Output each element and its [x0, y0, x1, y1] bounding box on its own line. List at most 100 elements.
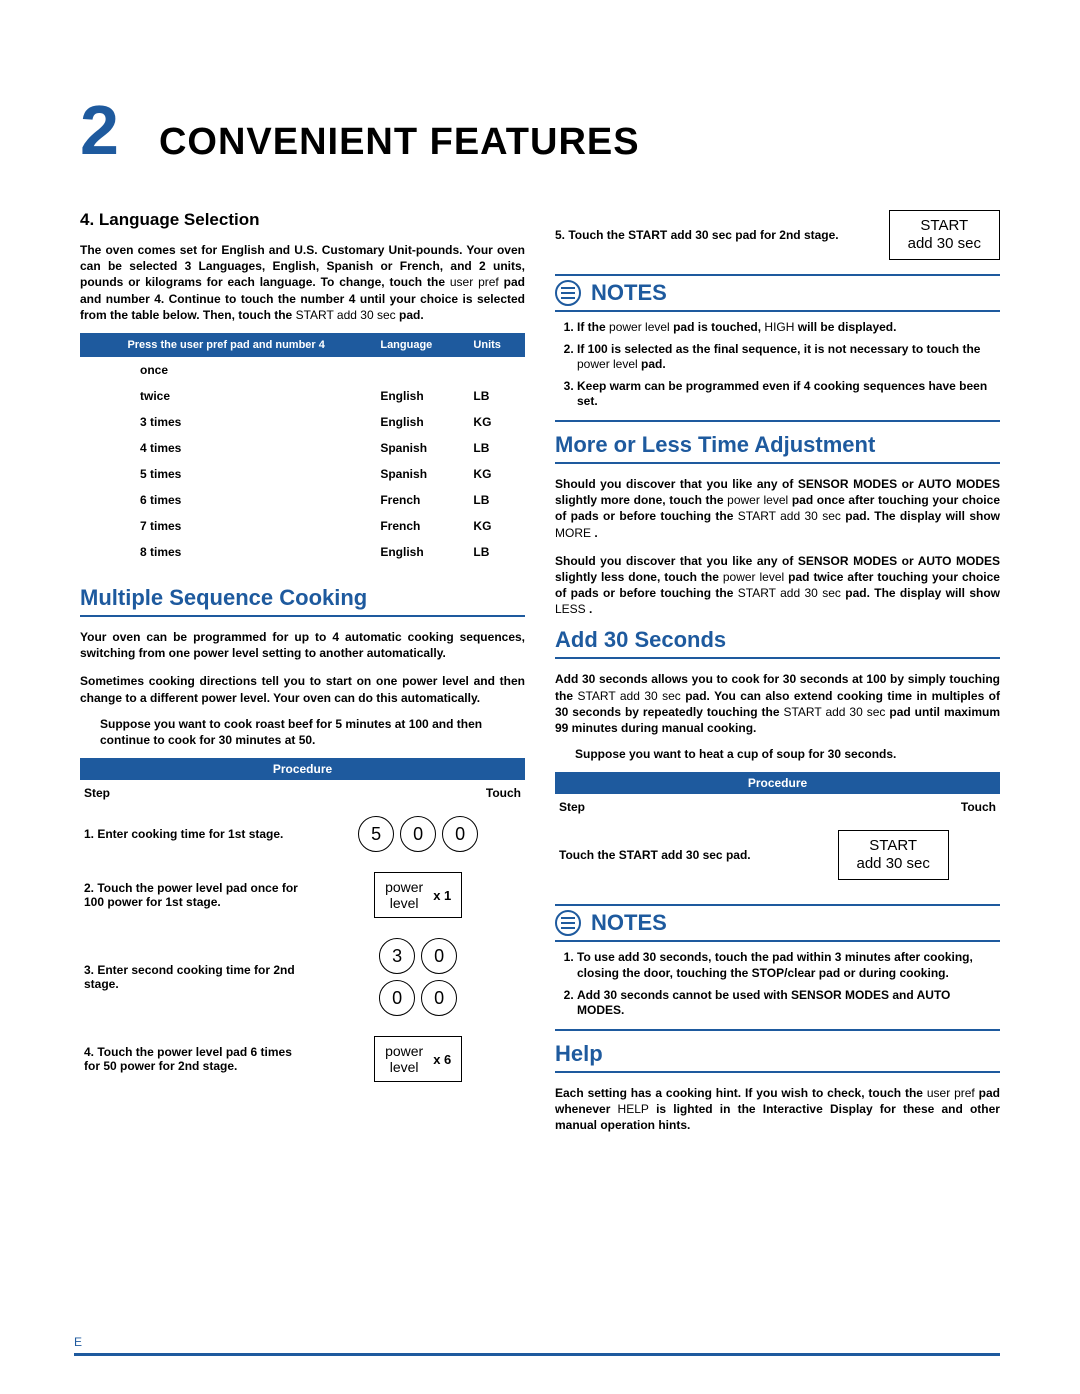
start-pad-label: START add 30 sec — [296, 308, 396, 322]
left-column: 4. Language Selection The oven comes set… — [80, 210, 525, 1143]
add30-paragraph: Add 30 seconds allows you to cook for 30… — [555, 671, 1000, 736]
language-selection-heading: 4. Language Selection — [80, 210, 525, 230]
language-table: Press the user pref pad and number 4 Lan… — [80, 333, 525, 565]
text: . — [594, 526, 597, 540]
start-pad: START add 30 sec — [889, 210, 1000, 260]
text: will be displayed. — [798, 320, 897, 334]
text: pad is touched, — [673, 320, 761, 334]
add30-step-button: START add 30 sec — [786, 820, 1000, 890]
text: pad. The display will show — [845, 509, 1000, 523]
cell-lang: Spanish — [372, 435, 465, 461]
text: Touch the — [559, 848, 615, 862]
cell-times: 6 times — [80, 487, 372, 513]
power-level-label: power level — [577, 357, 638, 371]
touch-label: Touch — [786, 794, 1000, 820]
more-label: MORE — [555, 526, 591, 540]
press-count: x 6 — [433, 1052, 451, 1067]
text: pad for 2nd stage. — [735, 228, 838, 242]
text: . — [589, 602, 592, 616]
chapter-header: 2 CONVENIENT FEATURES — [80, 90, 1000, 170]
start-pad-label: START add 30 sec — [628, 228, 732, 242]
cell-lang: Spanish — [372, 461, 465, 487]
help-title: Help — [555, 1041, 1000, 1073]
start-label: START — [920, 217, 968, 234]
more-less-title: More or Less Time Adjustment — [555, 432, 1000, 464]
table-row: 7 timesFrenchKG — [80, 513, 525, 539]
step3-text: 3. Enter second cooking time for 2nd sta… — [80, 928, 311, 1026]
cell-times: 8 times — [80, 539, 372, 565]
note-item: If the power level pad is touched, HIGH … — [577, 320, 1000, 336]
table-row: once — [80, 357, 525, 383]
col-header-units: Units — [465, 333, 525, 357]
text: pad. — [641, 357, 666, 371]
text: If 100 is selected as the final sequence… — [577, 342, 980, 356]
notes-label: NOTES — [591, 280, 667, 306]
keypad-key: 0 — [421, 980, 457, 1016]
cell-lang — [372, 357, 465, 383]
cell-lang: English — [372, 383, 465, 409]
keypad-key: 0 — [379, 980, 415, 1016]
high-label: HIGH — [764, 320, 794, 334]
cell-unit: LB — [465, 539, 525, 565]
power-level-pad: powerlevel x 1 — [374, 872, 462, 918]
multiseq-p2: Sometimes cooking directions tell you to… — [80, 673, 525, 705]
add30-label: add 30 sec — [908, 235, 981, 252]
text: pad. — [726, 848, 751, 862]
cell-unit: LB — [465, 383, 525, 409]
start-pad: START add 30 sec — [838, 830, 949, 880]
text: 5. Touch the — [555, 228, 625, 242]
more-less-p1: Should you discover that you like any of… — [555, 476, 1000, 541]
table-row: 5 timesSpanishKG — [80, 461, 525, 487]
touch-label: Touch — [311, 780, 525, 806]
keypad-key: 0 — [421, 938, 457, 974]
chapter-title: CONVENIENT FEATURES — [159, 121, 640, 164]
press-count: x 1 — [433, 888, 451, 903]
step3-keys: 3000 — [311, 928, 525, 1026]
step4-text: 4. Touch the power level pad 6 times for… — [80, 1026, 311, 1092]
cell-lang: French — [372, 513, 465, 539]
notes-label: NOTES — [591, 910, 667, 936]
notes-rule — [555, 420, 1000, 422]
step4-button: powerlevel x 6 — [311, 1026, 525, 1092]
cell-unit: LB — [465, 487, 525, 513]
text: 2. Touch the — [84, 881, 154, 895]
footer-rule — [74, 1353, 1000, 1356]
cell-lang: English — [372, 409, 465, 435]
notes-icon — [555, 910, 581, 936]
keypad-key: 3 — [379, 938, 415, 974]
start-pad-label: START add 30 sec — [738, 586, 841, 600]
step-label: Step — [555, 794, 786, 820]
power-level-label: power level — [723, 570, 784, 584]
more-less-p2: Should you discover that you like any of… — [555, 553, 1000, 618]
text: pad. — [399, 308, 424, 322]
notes-rule — [555, 1029, 1000, 1031]
procedure-header: Procedure — [80, 758, 525, 780]
table-row: twiceEnglishLB — [80, 383, 525, 409]
procedure-header: Procedure — [555, 772, 1000, 794]
note-item: To use add 30 seconds, touch the pad wit… — [577, 950, 1000, 981]
col-header-language: Language — [372, 333, 465, 357]
text: pad. The display will show — [845, 586, 1000, 600]
power-level-label: power level — [157, 1045, 222, 1059]
keypad-key: 5 — [358, 816, 394, 852]
right-column: 5. Touch the START add 30 sec pad for 2n… — [555, 210, 1000, 1143]
power-level-label: power level — [609, 320, 670, 334]
start-label: START — [869, 837, 917, 854]
keypad-key: 0 — [442, 816, 478, 852]
step1-keys: 500 — [311, 806, 525, 862]
power-level-btn-label: powerlevel — [385, 1043, 423, 1075]
cell-times: once — [80, 357, 372, 383]
table-row: 8 timesEnglishLB — [80, 539, 525, 565]
cell-lang: French — [372, 487, 465, 513]
cell-times: twice — [80, 383, 372, 409]
text: If the — [577, 320, 606, 334]
page-number: E — [74, 1335, 82, 1349]
notes1-list: If the power level pad is touched, HIGH … — [555, 320, 1000, 410]
add30-label: add 30 sec — [857, 855, 930, 872]
user-pref-label: user pref — [927, 1086, 975, 1100]
table-row: 4 timesSpanishLB — [80, 435, 525, 461]
text: Each setting has a cooking hint. If you … — [555, 1086, 923, 1100]
step1-text: 1. Enter cooking time for 1st stage. — [80, 806, 311, 862]
start-pad-label: START add 30 sec — [577, 689, 680, 703]
notes-icon — [555, 280, 581, 306]
